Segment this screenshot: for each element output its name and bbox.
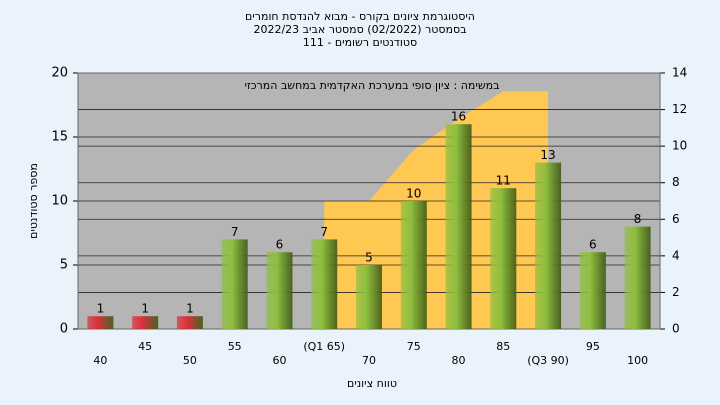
data-label: 13 (540, 148, 555, 162)
bar (400, 201, 427, 329)
data-label: 8 (634, 212, 642, 226)
annotation-box (250, 77, 495, 93)
data-label: 11 (496, 174, 511, 188)
annotation: במשימה : ציון סופי במערכת האקדמית במחשב … (245, 79, 500, 92)
data-label: 1 (141, 302, 149, 316)
bar (445, 124, 472, 329)
y2-tick-label: 8 (672, 175, 680, 189)
chart-title: היסטוגרמת ציונים בקורס - מבוא להנדסת חומ… (245, 10, 475, 23)
x-tick-label: 80 (452, 354, 466, 367)
data-label: 6 (276, 238, 284, 252)
x-tick-label: 70 (362, 354, 376, 367)
y2-tick-label: 6 (672, 212, 680, 226)
bar (490, 188, 517, 329)
y-axis-label: מספר סטודנטים (27, 163, 40, 239)
data-label: 10 (406, 187, 421, 201)
bar (356, 265, 382, 329)
data-label: 1 (97, 302, 105, 316)
data-label: 7 (320, 225, 328, 239)
x-tick-label: 85 (496, 340, 510, 353)
x-tick-label: 100 (627, 354, 648, 367)
y2-tick-label: 2 (672, 285, 680, 299)
chart-subtitle: סטודנטים רשומים - 111 (303, 36, 417, 49)
x-tick-label: 75 (407, 340, 421, 353)
x-tick-label: 45 (138, 340, 152, 353)
data-label: 6 (589, 238, 597, 252)
chart-subtitle: בסמסטר (02/2022) סמסטר אביב 2022/23 (253, 23, 466, 36)
bar (176, 316, 203, 329)
x-tick-label: (Q3 90) (527, 354, 569, 367)
y-tick-label: 15 (51, 130, 68, 145)
x-tick-label: 40 (93, 354, 107, 367)
bar (535, 162, 562, 329)
x-tick-label: 95 (586, 340, 600, 353)
y2-tick-label: 14 (672, 66, 687, 80)
x-tick-label: 55 (228, 340, 242, 353)
x-tick-label: 50 (183, 354, 197, 367)
y-tick-label: 20 (51, 66, 68, 81)
x-axis-label: טווח ציונים (347, 377, 397, 390)
bar (221, 239, 248, 329)
y2-tick-label: 12 (672, 102, 687, 116)
bar (132, 316, 159, 329)
bar (311, 239, 338, 329)
bar (624, 226, 651, 329)
data-label: 16 (451, 110, 466, 124)
y2-tick-label: 0 (672, 322, 680, 336)
y-tick-label: 5 (60, 258, 68, 273)
x-tick-label: 60 (272, 354, 286, 367)
y2-tick-label: 4 (672, 248, 680, 262)
y2-tick-label: 10 (672, 139, 687, 153)
x-tick-label: (Q1 65) (303, 340, 345, 353)
y-tick-label: 0 (60, 322, 68, 337)
y-tick-label: 10 (51, 194, 68, 209)
data-label: 1 (186, 302, 194, 316)
data-label: 5 (365, 251, 373, 265)
bar (579, 252, 606, 329)
bar (266, 252, 293, 329)
data-label: 7 (231, 225, 239, 239)
bar (87, 316, 114, 329)
